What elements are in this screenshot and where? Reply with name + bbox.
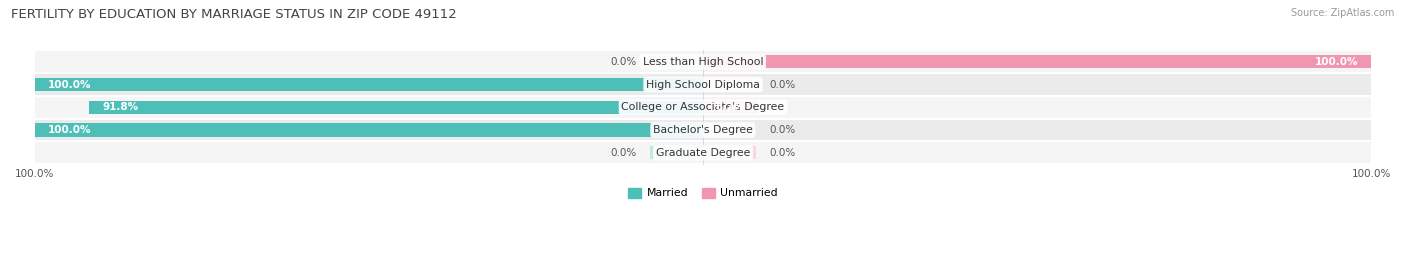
Bar bbox=[35, 73, 1371, 96]
Bar bbox=[35, 141, 1371, 164]
Text: College or Associate's Degree: College or Associate's Degree bbox=[621, 102, 785, 112]
Text: Source: ZipAtlas.com: Source: ZipAtlas.com bbox=[1291, 8, 1395, 18]
Text: 100.0%: 100.0% bbox=[15, 169, 55, 179]
Bar bbox=[703, 146, 756, 159]
Text: 0.0%: 0.0% bbox=[770, 148, 796, 158]
Bar bbox=[35, 96, 1371, 119]
Text: 0.0%: 0.0% bbox=[610, 148, 636, 158]
Text: Graduate Degree: Graduate Degree bbox=[655, 148, 751, 158]
Bar bbox=[90, 101, 703, 114]
Bar bbox=[703, 55, 1371, 68]
Text: 100.0%: 100.0% bbox=[1351, 169, 1391, 179]
Text: 0.0%: 0.0% bbox=[610, 57, 636, 67]
Bar bbox=[35, 78, 703, 91]
Text: FERTILITY BY EDUCATION BY MARRIAGE STATUS IN ZIP CODE 49112: FERTILITY BY EDUCATION BY MARRIAGE STATU… bbox=[11, 8, 457, 21]
Bar bbox=[35, 123, 703, 137]
Bar bbox=[650, 55, 703, 68]
Text: High School Diploma: High School Diploma bbox=[647, 80, 759, 90]
Bar bbox=[703, 123, 756, 137]
Text: 100.0%: 100.0% bbox=[48, 80, 91, 90]
Bar bbox=[35, 119, 1371, 141]
Bar bbox=[703, 78, 756, 91]
Text: 91.8%: 91.8% bbox=[103, 102, 139, 112]
Text: 0.0%: 0.0% bbox=[770, 125, 796, 135]
Text: 0.0%: 0.0% bbox=[770, 80, 796, 90]
Bar bbox=[35, 50, 1371, 73]
Text: 8.2%: 8.2% bbox=[716, 102, 744, 112]
Text: 100.0%: 100.0% bbox=[48, 125, 91, 135]
Text: Less than High School: Less than High School bbox=[643, 57, 763, 67]
Text: 100.0%: 100.0% bbox=[1315, 57, 1358, 67]
Legend: Married, Unmarried: Married, Unmarried bbox=[624, 183, 782, 203]
Text: Bachelor's Degree: Bachelor's Degree bbox=[652, 125, 754, 135]
Bar bbox=[703, 101, 758, 114]
Bar bbox=[650, 146, 703, 159]
